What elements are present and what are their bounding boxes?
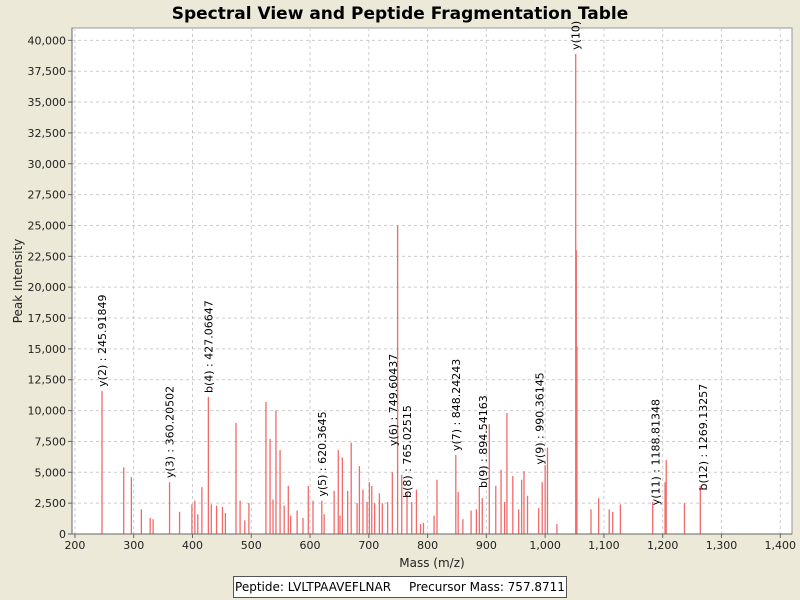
y-tick-label: 32,500 (28, 127, 67, 140)
y-tick-label: 5,000 (35, 466, 67, 479)
peak-annotation: y(2) : 245.91849 (96, 295, 109, 387)
peptide-sequence: Peptide: LVLTPAAVEFLNAR (235, 580, 392, 594)
y-tick-label: 35,000 (28, 96, 67, 109)
peak-annotation: y(9) : 990.36145 (533, 372, 546, 464)
x-tick-label: 1,100 (588, 539, 620, 552)
x-tick-label: 1,200 (647, 539, 679, 552)
y-tick-label: 40,000 (28, 34, 67, 47)
x-tick-label: 1,000 (529, 539, 561, 552)
y-axis-label: Peak Intensity (11, 239, 25, 324)
y-tick-label: 12,500 (28, 374, 67, 387)
y-tick-label: 17,500 (28, 312, 67, 325)
peak-annotation: y(5) : 620.3645 (316, 411, 329, 496)
x-tick-label: 700 (358, 539, 379, 552)
y-tick-label: 2,500 (35, 497, 67, 510)
x-tick-label: 400 (182, 539, 203, 552)
precursor-mass: Precursor Mass: 757.8711 (409, 580, 565, 594)
y-tick-label: 7,500 (35, 435, 67, 448)
x-tick-label: 900 (476, 539, 497, 552)
x-tick-label: 200 (64, 539, 85, 552)
y-tick-label: 25,000 (28, 219, 67, 232)
peak-annotation: y(10) (570, 21, 583, 50)
y-tick-label: 20,000 (28, 281, 67, 294)
peak-annotation: b(12) : 1269.13257 (697, 384, 710, 491)
peak-annotation: y(7) : 848.24243 (450, 359, 463, 451)
y-tick-label: 30,000 (28, 158, 67, 171)
peak-annotation: b(8) : 765.02515 (401, 405, 414, 498)
peak-annotations: y(2) : 245.91849 y(3) : 360.20502 b(4) : 4… (96, 21, 710, 505)
peptide-info-box: Peptide: LVLTPAAVEFLNAR Precursor Mass: … (233, 576, 567, 598)
x-axis-label: Mass (m/z) (399, 556, 464, 570)
x-tick-label: 1,300 (706, 539, 738, 552)
y-tick-label: 10,000 (28, 405, 67, 418)
y-tick-label: 27,500 (28, 189, 67, 202)
peak-bars (101, 53, 701, 534)
plot-area (71, 27, 793, 535)
peak-annotation: y(11) : 1188.81348 (650, 399, 663, 505)
x-tick-label: 800 (417, 539, 438, 552)
y-axis-ticks: 0 2,500 5,000 7,500 10,000 12,500 15,000 17,500… (28, 34, 72, 541)
y-tick-label: 15,000 (28, 343, 67, 356)
y-tick-label: 0 (59, 528, 66, 541)
x-tick-label: 1,400 (764, 539, 796, 552)
x-tick-label: 300 (123, 539, 144, 552)
gridlines (72, 28, 792, 534)
y-tick-label: 37,500 (28, 65, 67, 78)
peak-annotation: y(6) : 749.60437 (387, 354, 400, 446)
x-axis-ticks: 200 300 400 500 600 700 800 900 1,000 1,100 1,200 1… (64, 534, 796, 552)
peak-annotation: y(3) : 360.20502 (164, 386, 177, 478)
x-tick-label: 600 (300, 539, 321, 552)
y-tick-label: 22,500 (28, 250, 67, 263)
peak-annotation: b(9) : 894.54163 (477, 395, 490, 488)
peak-annotation: b(4) : 427.06647 (202, 300, 215, 393)
x-tick-label: 500 (241, 539, 262, 552)
chart-title: Spectral View and Peptide Fragmentation … (172, 4, 629, 24)
